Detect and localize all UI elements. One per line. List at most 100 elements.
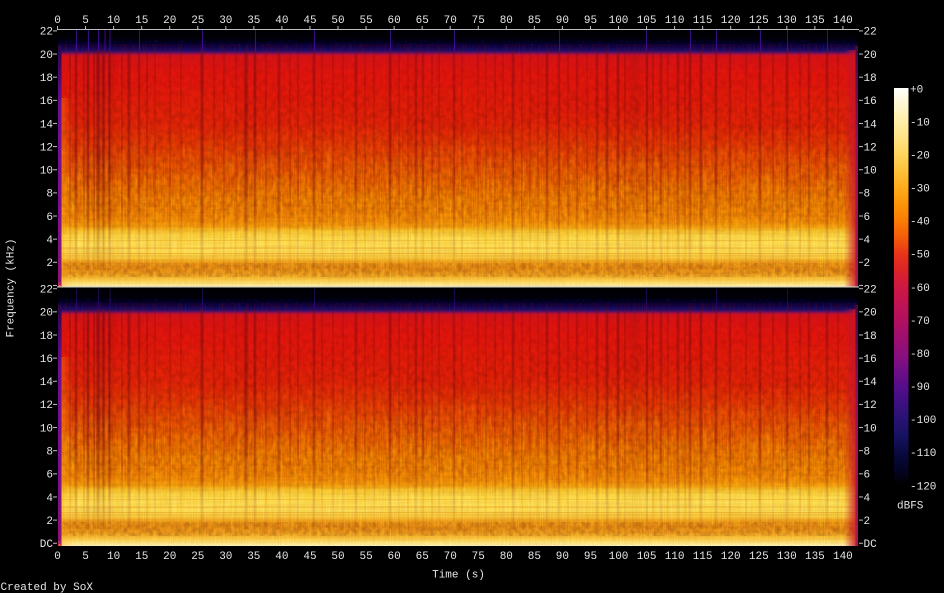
svg-text:125: 125 [749,551,769,563]
svg-text:20: 20 [40,308,53,320]
svg-text:18: 18 [40,331,53,343]
svg-text:4: 4 [864,235,871,247]
svg-text:10: 10 [864,423,877,435]
svg-text:20: 20 [163,15,176,27]
svg-text:14: 14 [864,377,878,389]
svg-text:10: 10 [107,551,120,563]
svg-text:105: 105 [637,15,657,27]
svg-text:-70: -70 [910,316,930,328]
svg-text:90: 90 [556,551,569,563]
svg-text:0: 0 [54,15,61,27]
svg-text:85: 85 [528,551,541,563]
svg-text:18: 18 [864,331,877,343]
svg-text:15: 15 [135,551,148,563]
svg-text:Frequency (kHz): Frequency (kHz) [6,238,18,337]
svg-text:50: 50 [331,15,344,27]
svg-text:-90: -90 [910,382,930,394]
svg-text:110: 110 [665,551,685,563]
svg-text:12: 12 [864,142,877,154]
svg-text:-120: -120 [910,481,936,493]
svg-text:-80: -80 [910,349,930,361]
svg-text:8: 8 [46,189,53,201]
svg-text:80: 80 [500,551,513,563]
svg-text:-110: -110 [910,448,936,460]
svg-text:12: 12 [40,400,53,412]
svg-text:140: 140 [833,15,853,27]
svg-text:4: 4 [46,235,53,247]
svg-text:18: 18 [864,73,877,85]
svg-text:125: 125 [749,15,769,27]
svg-text:65: 65 [416,551,429,563]
svg-text:30: 30 [219,15,232,27]
svg-text:25: 25 [191,551,204,563]
svg-text:-40: -40 [910,217,930,229]
svg-text:80: 80 [500,15,513,27]
svg-text:10: 10 [40,423,53,435]
svg-text:25: 25 [191,15,204,27]
svg-text:14: 14 [864,119,878,131]
svg-text:90: 90 [556,15,569,27]
svg-text:16: 16 [40,96,53,108]
svg-text:55: 55 [359,15,372,27]
svg-text:-60: -60 [910,283,930,295]
svg-text:45: 45 [303,15,316,27]
svg-text:14: 14 [40,119,54,131]
svg-text:35: 35 [247,551,260,563]
svg-text:55: 55 [359,551,372,563]
svg-text:20: 20 [163,551,176,563]
svg-text:110: 110 [665,15,685,27]
svg-text:Time (s): Time (s) [432,570,485,582]
svg-text:dBFS: dBFS [897,501,924,513]
svg-text:100: 100 [609,551,629,563]
svg-text:12: 12 [864,400,877,412]
svg-text:105: 105 [637,551,657,563]
svg-text:10: 10 [107,15,120,27]
svg-text:-50: -50 [910,250,930,262]
svg-text:65: 65 [416,15,429,27]
svg-text:75: 75 [472,15,485,27]
svg-text:2: 2 [46,258,53,270]
svg-text:115: 115 [693,15,713,27]
svg-text:-30: -30 [910,184,930,196]
svg-text:22: 22 [864,285,877,297]
svg-text:100: 100 [609,15,629,27]
svg-text:40: 40 [275,15,288,27]
svg-text:50: 50 [331,551,344,563]
svg-text:DC: DC [864,539,878,551]
svg-text:95: 95 [584,15,597,27]
svg-text:18: 18 [40,73,53,85]
svg-text:120: 120 [721,15,741,27]
svg-text:+0: +0 [910,84,923,96]
svg-text:DC: DC [40,539,54,551]
svg-text:6: 6 [864,470,871,482]
svg-text:30: 30 [219,551,232,563]
svg-text:2: 2 [46,516,53,528]
svg-text:60: 60 [387,15,400,27]
svg-text:0: 0 [54,551,61,563]
svg-text:6: 6 [864,212,871,224]
svg-text:-100: -100 [910,415,936,427]
svg-text:14: 14 [40,377,54,389]
svg-text:-20: -20 [910,151,930,163]
svg-text:35: 35 [247,15,260,27]
svg-text:10: 10 [864,166,877,178]
svg-text:95: 95 [584,551,597,563]
svg-text:2: 2 [864,516,871,528]
svg-text:60: 60 [387,551,400,563]
svg-text:130: 130 [777,551,797,563]
svg-text:22: 22 [40,285,53,297]
svg-text:10: 10 [40,166,53,178]
svg-text:85: 85 [528,15,541,27]
svg-text:2: 2 [864,258,871,270]
svg-text:15: 15 [135,15,148,27]
svg-text:16: 16 [864,354,877,366]
svg-text:-10: -10 [910,117,930,129]
svg-text:6: 6 [46,212,53,224]
svg-text:4: 4 [46,493,53,505]
svg-text:6: 6 [46,470,53,482]
svg-text:16: 16 [864,96,877,108]
svg-text:20: 20 [864,50,877,62]
svg-text:20: 20 [864,308,877,320]
svg-text:22: 22 [864,27,877,39]
svg-text:Created by SoX: Created by SoX [1,582,94,593]
